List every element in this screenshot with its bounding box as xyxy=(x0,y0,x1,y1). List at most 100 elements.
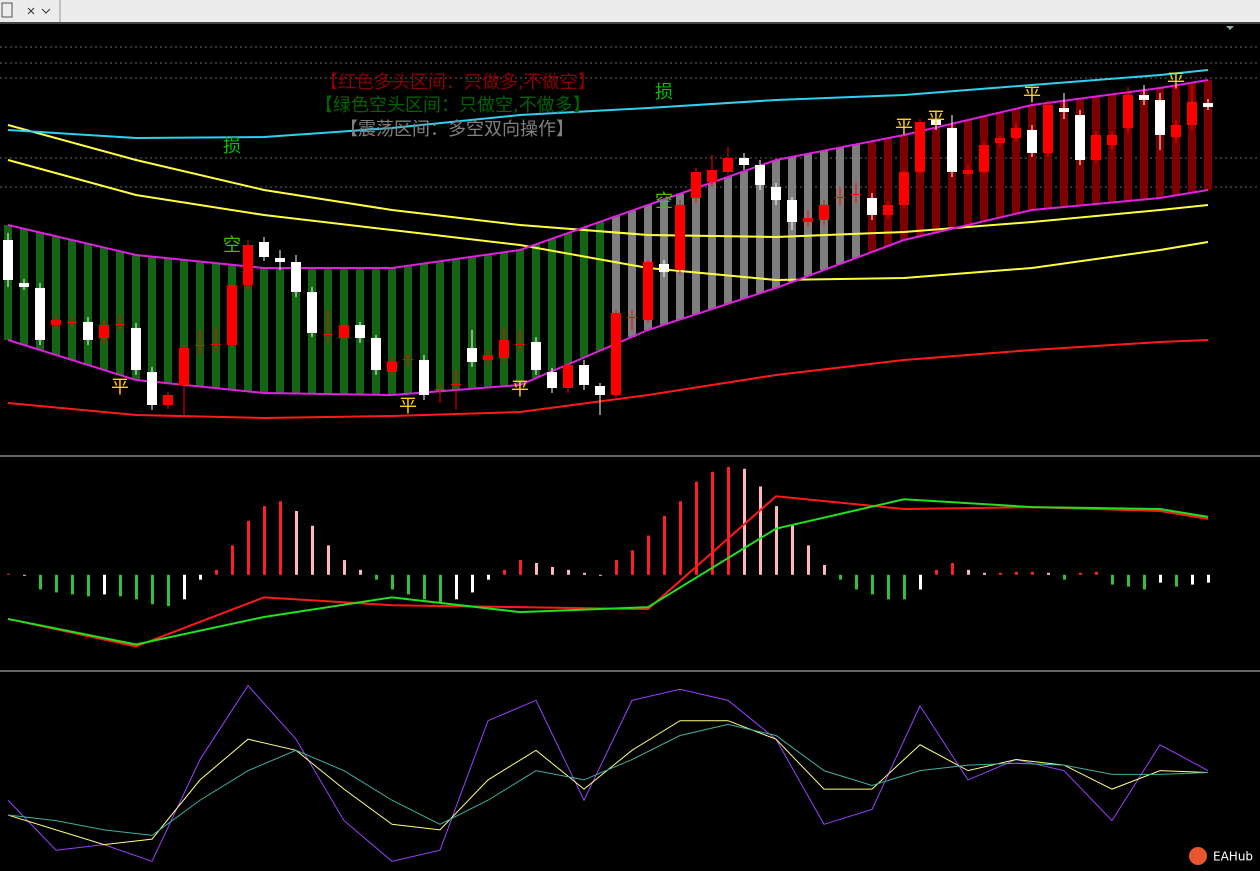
candle-body xyxy=(707,170,717,182)
chart-note: 【红色多头区间：只做多,不做空】 xyxy=(320,72,596,93)
histogram-bar xyxy=(711,471,714,575)
signal-label: 损 xyxy=(223,136,241,157)
indicator-line xyxy=(7,79,1209,269)
histogram-bar xyxy=(999,572,1002,575)
candle-body xyxy=(1171,125,1181,137)
candle-body xyxy=(579,365,589,385)
candle-body xyxy=(19,283,29,287)
zone-bar xyxy=(836,147,844,264)
histogram-bar xyxy=(39,574,42,590)
histogram-bar xyxy=(103,574,106,595)
candle-body xyxy=(947,128,957,172)
histogram-bar xyxy=(1031,571,1034,575)
signal-label: 平 xyxy=(1167,71,1185,92)
candle-body xyxy=(1011,128,1021,138)
histogram-bar xyxy=(1111,574,1114,585)
candle-body xyxy=(563,365,573,388)
candle-body xyxy=(931,120,941,125)
histogram-bar xyxy=(215,569,218,575)
candle-body xyxy=(323,334,333,335)
candle-body xyxy=(3,240,13,280)
histogram-bar xyxy=(1175,574,1178,587)
histogram-bar xyxy=(119,574,122,597)
scroll-marker xyxy=(1226,26,1234,30)
zone-bar xyxy=(516,250,524,385)
histogram-bar xyxy=(1127,574,1130,587)
candle-body xyxy=(723,158,733,172)
candle-body xyxy=(995,138,1005,143)
toolbar xyxy=(0,0,1260,22)
indicator-line xyxy=(7,69,1209,140)
candle-body xyxy=(691,172,701,198)
zone-bar xyxy=(276,268,284,394)
candle-body xyxy=(1059,108,1069,112)
histogram-bar xyxy=(1047,572,1050,575)
histogram-bar xyxy=(983,572,986,575)
zone-bar xyxy=(1124,92,1132,201)
histogram-bar xyxy=(1079,572,1082,575)
signal-label: 平 xyxy=(511,379,529,400)
histogram-bar xyxy=(631,550,634,575)
indicator-line xyxy=(7,189,1209,397)
signal-label: 平 xyxy=(111,377,129,398)
signal-label: 平 xyxy=(927,109,945,130)
zone-bar xyxy=(724,176,732,304)
histogram-bar xyxy=(743,468,746,575)
candle-body xyxy=(451,384,461,385)
histogram-bar xyxy=(471,574,474,593)
candle-body xyxy=(147,372,157,405)
candle-body xyxy=(403,359,413,360)
histogram-bar xyxy=(71,574,74,595)
zone-bar xyxy=(260,268,268,393)
candle-body xyxy=(35,288,45,340)
watermark-logo xyxy=(1189,847,1207,865)
candle-body xyxy=(659,264,669,272)
histogram-bar xyxy=(759,486,762,575)
zone-bar xyxy=(292,268,300,394)
chart-note: 【震荡区间：多空双向操作】 xyxy=(340,119,574,140)
indicator-line xyxy=(7,339,1209,420)
histogram-bar xyxy=(663,515,666,575)
candle-body xyxy=(1107,135,1117,145)
histogram-bar xyxy=(535,563,538,575)
histogram-bar xyxy=(7,573,10,575)
zone-bar xyxy=(1140,90,1148,200)
histogram-bar xyxy=(919,574,922,590)
zone-bar xyxy=(164,258,172,384)
candle-body xyxy=(547,372,557,388)
histogram-bar xyxy=(311,525,314,575)
zone-bar xyxy=(708,182,716,309)
histogram-bar xyxy=(167,574,170,607)
indicator-line xyxy=(7,684,1209,862)
candle-body xyxy=(755,165,765,185)
zone-bar xyxy=(756,165,764,294)
candle-body xyxy=(307,292,317,333)
histogram-bar xyxy=(423,574,426,600)
zone-bar xyxy=(468,256,476,389)
candle-body xyxy=(67,322,77,323)
histogram-bar xyxy=(199,574,202,580)
candle-body xyxy=(1075,115,1085,160)
candle-body xyxy=(1139,95,1149,100)
zone-bar xyxy=(372,268,380,395)
histogram-bar xyxy=(391,574,394,590)
candle-body xyxy=(83,322,93,340)
indicator-line xyxy=(7,720,1209,846)
histogram-bar xyxy=(967,569,970,575)
histogram-bar xyxy=(679,501,682,575)
toolbar-button[interactable] xyxy=(1,2,13,18)
zone-bar xyxy=(116,251,124,375)
candle-body xyxy=(963,170,973,174)
zone-bar xyxy=(596,221,604,351)
indicator-line xyxy=(7,723,1209,836)
toolbar-button[interactable] xyxy=(27,7,51,15)
zone-bar xyxy=(1188,82,1196,193)
candle-body xyxy=(835,197,845,198)
signal-label: 平 xyxy=(399,396,417,417)
candle-body xyxy=(291,262,301,292)
candle-body xyxy=(99,325,109,338)
zone-bar xyxy=(884,138,892,246)
candle-body xyxy=(611,313,621,395)
zone-bar xyxy=(692,188,700,315)
